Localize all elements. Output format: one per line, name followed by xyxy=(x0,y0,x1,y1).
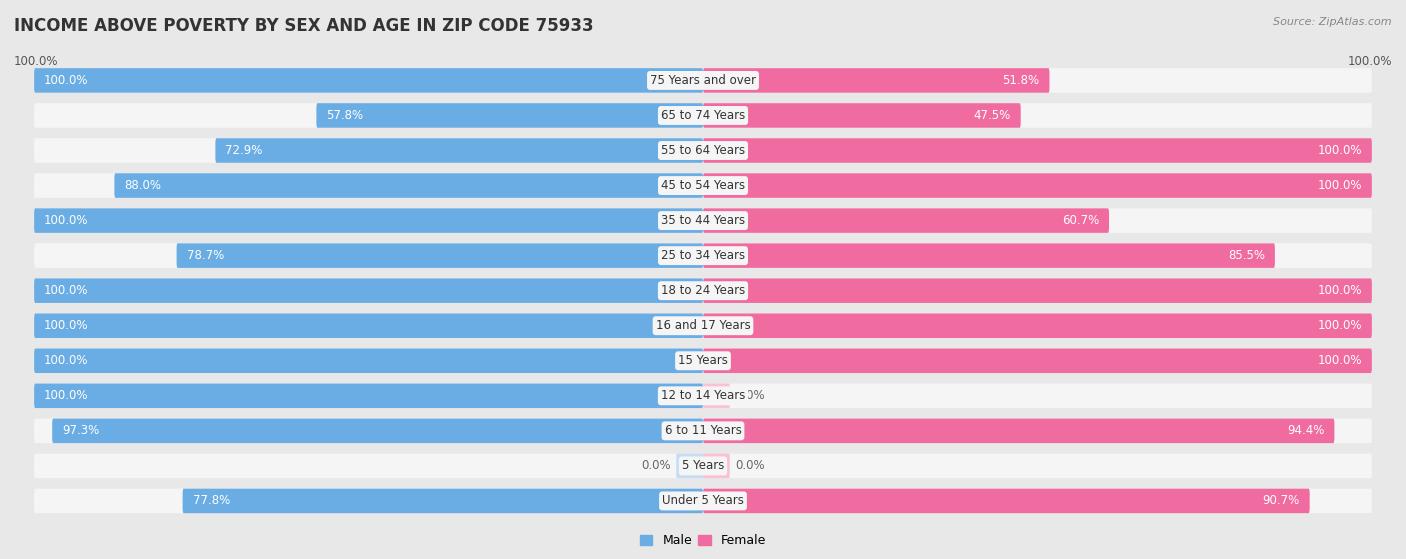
FancyBboxPatch shape xyxy=(34,348,703,373)
FancyBboxPatch shape xyxy=(34,453,1372,478)
Text: 100.0%: 100.0% xyxy=(44,74,89,87)
Text: 100.0%: 100.0% xyxy=(1317,284,1362,297)
FancyBboxPatch shape xyxy=(703,243,1275,268)
FancyBboxPatch shape xyxy=(703,348,1372,373)
FancyBboxPatch shape xyxy=(34,209,1372,233)
FancyBboxPatch shape xyxy=(703,138,1372,163)
FancyBboxPatch shape xyxy=(676,453,703,478)
FancyBboxPatch shape xyxy=(34,68,1372,93)
Text: 16 and 17 Years: 16 and 17 Years xyxy=(655,319,751,332)
Text: 60.7%: 60.7% xyxy=(1062,214,1099,227)
Text: 100.0%: 100.0% xyxy=(1317,144,1362,157)
FancyBboxPatch shape xyxy=(34,419,1372,443)
Text: 75 Years and over: 75 Years and over xyxy=(650,74,756,87)
FancyBboxPatch shape xyxy=(34,68,703,93)
FancyBboxPatch shape xyxy=(114,173,703,198)
Text: 88.0%: 88.0% xyxy=(124,179,162,192)
FancyBboxPatch shape xyxy=(34,138,1372,163)
FancyBboxPatch shape xyxy=(34,348,1372,373)
Text: 0.0%: 0.0% xyxy=(641,459,671,472)
FancyBboxPatch shape xyxy=(34,243,1372,268)
Legend: Male, Female: Male, Female xyxy=(636,529,770,552)
FancyBboxPatch shape xyxy=(34,103,1372,128)
Text: 100.0%: 100.0% xyxy=(1347,55,1392,68)
Text: 45 to 54 Years: 45 to 54 Years xyxy=(661,179,745,192)
FancyBboxPatch shape xyxy=(215,138,703,163)
FancyBboxPatch shape xyxy=(703,489,1309,513)
Text: 100.0%: 100.0% xyxy=(44,319,89,332)
Text: 100.0%: 100.0% xyxy=(44,214,89,227)
Text: 55 to 64 Years: 55 to 64 Years xyxy=(661,144,745,157)
Text: 51.8%: 51.8% xyxy=(1002,74,1039,87)
Text: 100.0%: 100.0% xyxy=(1317,319,1362,332)
FancyBboxPatch shape xyxy=(703,419,1334,443)
Text: 0.0%: 0.0% xyxy=(735,389,765,402)
Text: 85.5%: 85.5% xyxy=(1227,249,1265,262)
FancyBboxPatch shape xyxy=(34,314,1372,338)
Text: 78.7%: 78.7% xyxy=(187,249,224,262)
FancyBboxPatch shape xyxy=(703,173,1372,198)
Text: 57.8%: 57.8% xyxy=(326,109,364,122)
FancyBboxPatch shape xyxy=(703,209,1109,233)
FancyBboxPatch shape xyxy=(34,173,1372,198)
Text: 25 to 34 Years: 25 to 34 Years xyxy=(661,249,745,262)
FancyBboxPatch shape xyxy=(703,103,1021,128)
FancyBboxPatch shape xyxy=(34,383,1372,408)
Text: 47.5%: 47.5% xyxy=(973,109,1011,122)
FancyBboxPatch shape xyxy=(34,314,703,338)
Text: INCOME ABOVE POVERTY BY SEX AND AGE IN ZIP CODE 75933: INCOME ABOVE POVERTY BY SEX AND AGE IN Z… xyxy=(14,17,593,35)
Text: 15 Years: 15 Years xyxy=(678,354,728,367)
Text: 77.8%: 77.8% xyxy=(193,494,231,508)
FancyBboxPatch shape xyxy=(34,278,703,303)
Text: Source: ZipAtlas.com: Source: ZipAtlas.com xyxy=(1274,17,1392,27)
FancyBboxPatch shape xyxy=(703,278,1372,303)
Text: 97.3%: 97.3% xyxy=(62,424,100,437)
FancyBboxPatch shape xyxy=(703,383,730,408)
Text: 0.0%: 0.0% xyxy=(735,459,765,472)
FancyBboxPatch shape xyxy=(177,243,703,268)
Text: 5 Years: 5 Years xyxy=(682,459,724,472)
Text: 100.0%: 100.0% xyxy=(14,55,59,68)
Text: 100.0%: 100.0% xyxy=(1317,179,1362,192)
Text: 100.0%: 100.0% xyxy=(1317,354,1362,367)
FancyBboxPatch shape xyxy=(703,453,730,478)
Text: 72.9%: 72.9% xyxy=(225,144,263,157)
FancyBboxPatch shape xyxy=(34,489,1372,513)
Text: 100.0%: 100.0% xyxy=(44,284,89,297)
FancyBboxPatch shape xyxy=(52,419,703,443)
Text: 65 to 74 Years: 65 to 74 Years xyxy=(661,109,745,122)
Text: 12 to 14 Years: 12 to 14 Years xyxy=(661,389,745,402)
Text: 100.0%: 100.0% xyxy=(44,354,89,367)
Text: 6 to 11 Years: 6 to 11 Years xyxy=(665,424,741,437)
FancyBboxPatch shape xyxy=(34,278,1372,303)
Text: Under 5 Years: Under 5 Years xyxy=(662,494,744,508)
FancyBboxPatch shape xyxy=(703,314,1372,338)
FancyBboxPatch shape xyxy=(316,103,703,128)
FancyBboxPatch shape xyxy=(183,489,703,513)
FancyBboxPatch shape xyxy=(703,68,1049,93)
Text: 35 to 44 Years: 35 to 44 Years xyxy=(661,214,745,227)
FancyBboxPatch shape xyxy=(34,209,703,233)
Text: 90.7%: 90.7% xyxy=(1263,494,1299,508)
Text: 100.0%: 100.0% xyxy=(44,389,89,402)
FancyBboxPatch shape xyxy=(34,383,703,408)
Text: 18 to 24 Years: 18 to 24 Years xyxy=(661,284,745,297)
Text: 94.4%: 94.4% xyxy=(1286,424,1324,437)
